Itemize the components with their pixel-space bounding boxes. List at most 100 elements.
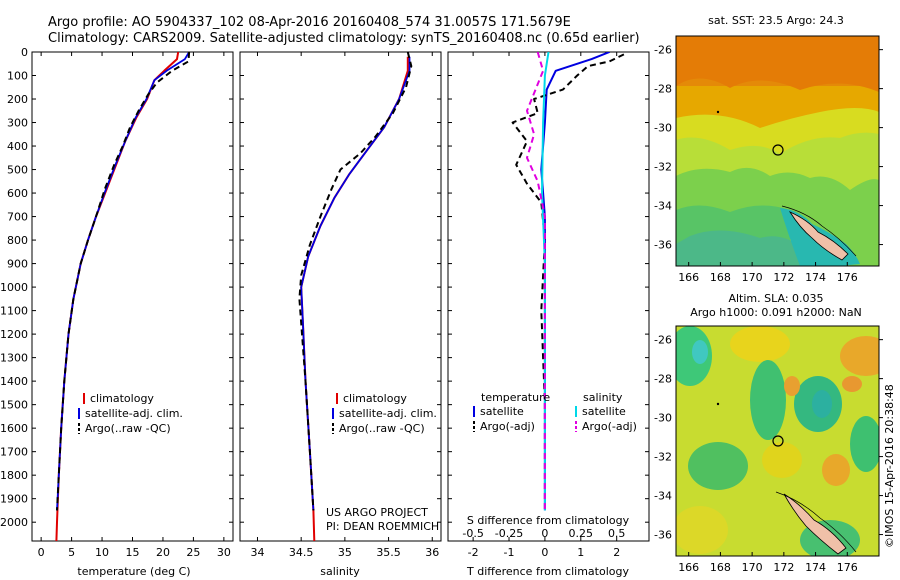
depth-tick-label: 800 bbox=[7, 234, 28, 247]
x-tick-label: -1 bbox=[504, 546, 515, 559]
depth-axis-labels: 0 100 200 300 400 500 600 700 800 900 1000 1100 1200… bbox=[0, 46, 28, 529]
legend-s-argo: Argo(-adj) bbox=[582, 420, 637, 433]
series-line bbox=[298, 52, 413, 511]
depth-tick-label: 0 bbox=[21, 46, 28, 59]
map-point bbox=[716, 110, 720, 114]
series-group bbox=[55, 52, 191, 541]
x-tick-label: 25 bbox=[186, 546, 200, 559]
map-y-tick-label: -28 bbox=[654, 83, 672, 96]
depth-tick-label: 100 bbox=[7, 70, 28, 83]
project-pi: PI: DEAN ROEMMICH bbox=[326, 520, 439, 533]
sla-map-image bbox=[676, 326, 879, 556]
series-line bbox=[540, 52, 610, 511]
map-x-tick-label: 176 bbox=[837, 561, 858, 574]
depth-tick-label: 500 bbox=[7, 164, 28, 177]
title-line-2: Climatology: CARS2009. Satellite-adjuste… bbox=[48, 31, 640, 46]
map-y-tick-label: -34 bbox=[654, 490, 672, 503]
map-x-tick-label: 166 bbox=[678, 561, 699, 574]
sst-map-axes: 166 168 170 172 174 176 -26 -28 -30 -32 -34 -36 bbox=[654, 44, 883, 284]
x-tick-label: 35.5 bbox=[376, 546, 401, 559]
x-tick-label: 0 bbox=[541, 546, 548, 559]
map-x-tick-label: 174 bbox=[805, 561, 826, 574]
legend-t-satellite: satellite bbox=[480, 405, 524, 418]
x-tick-label: 0 bbox=[38, 546, 45, 559]
top-tick-label: 0 bbox=[541, 527, 548, 540]
depth-tick-label: 1100 bbox=[0, 305, 28, 318]
top-tick-label: -0.5 bbox=[462, 527, 483, 540]
legend-title-temperature: temperature bbox=[481, 391, 550, 404]
series-line bbox=[56, 52, 191, 511]
x-tick-label: 30 bbox=[217, 546, 231, 559]
depth-tick-label: 700 bbox=[7, 211, 28, 224]
salinity-panel: 34 34.5 35 35.5 36 bbox=[240, 51, 441, 559]
depth-tick-label: 1600 bbox=[0, 422, 28, 435]
argo-location-marker bbox=[772, 144, 784, 156]
salinity-panel-frame bbox=[239, 51, 442, 542]
depth-tick-label: 900 bbox=[7, 258, 28, 271]
x-tick-label: 34.5 bbox=[289, 546, 314, 559]
sla-map-title: Altim. SLA: 0.035 bbox=[728, 292, 823, 305]
legend-climatology: climatology bbox=[90, 392, 154, 405]
series-line bbox=[511, 53, 625, 511]
temperature-panel: 0 5 10 15 20 25 30 bbox=[32, 51, 233, 559]
map-y-tick-label: -32 bbox=[654, 161, 672, 174]
legend-argo: Argo(..raw -QC) bbox=[85, 422, 171, 435]
map-point bbox=[716, 402, 720, 406]
legend-title-salinity: salinity bbox=[583, 391, 623, 404]
legend-satellite-adj: satellite-adj. clim. bbox=[339, 407, 437, 420]
map-x-tick-label: 166 bbox=[678, 271, 699, 284]
x-tick-label: 34 bbox=[250, 546, 264, 559]
depth-tick-label: 200 bbox=[7, 93, 28, 106]
x-tick-label: 36 bbox=[425, 546, 439, 559]
map-x-tick-label: 170 bbox=[742, 271, 763, 284]
temperature-axis-label: temperature (deg C) bbox=[77, 565, 190, 578]
depth-tick-label: 1700 bbox=[0, 446, 28, 459]
map-y-tick-label: -30 bbox=[654, 122, 672, 135]
x-tick-label: -2 bbox=[468, 546, 479, 559]
x-tick-label: 2 bbox=[613, 546, 620, 559]
map-y-tick-label: -26 bbox=[654, 334, 672, 347]
depth-tick-label: 1900 bbox=[0, 493, 28, 506]
map-x-tick-label: 174 bbox=[805, 271, 826, 284]
depth-tick-label: 2000 bbox=[0, 516, 28, 529]
legend-climatology: climatology bbox=[343, 392, 407, 405]
map-y-tick-label: -30 bbox=[654, 412, 672, 425]
map-y-tick-label: -28 bbox=[654, 373, 672, 386]
map-x-tick-label: 172 bbox=[773, 561, 794, 574]
map-x-tick-label: 168 bbox=[710, 271, 731, 284]
sla-map-axes: 166 168 170 172 174 176 -26 -28 -30 -32 -34 -36 bbox=[654, 334, 883, 574]
depth-tick-label: 600 bbox=[7, 187, 28, 200]
imos-credit: ©IMOS 15-Apr-2016 20:38:48 bbox=[883, 384, 896, 548]
x-tick-label: 10 bbox=[95, 546, 109, 559]
depth-tick-label: 1300 bbox=[0, 352, 28, 365]
map-y-tick-label: -32 bbox=[654, 451, 672, 464]
salinity-axis-label: salinity bbox=[320, 565, 360, 578]
top-tick-label: 0.5 bbox=[608, 527, 626, 540]
difference-panel: -2 -1 0 1 2 -0.5 -0.25 0 0.25 0.5 bbox=[448, 51, 649, 559]
map-y-tick-label: -34 bbox=[654, 200, 672, 213]
map-y-tick-label: -26 bbox=[654, 44, 672, 57]
s-difference-axis-label: S difference from climatology bbox=[467, 514, 630, 527]
sst-map-frame bbox=[675, 35, 880, 267]
project-name: US ARGO PROJECT bbox=[326, 506, 428, 519]
argo-location-marker bbox=[772, 435, 784, 447]
series-group bbox=[298, 52, 413, 541]
depth-tick-label: 400 bbox=[7, 140, 28, 153]
depth-tick-label: 1800 bbox=[0, 469, 28, 482]
series-line bbox=[300, 56, 411, 511]
x-tick-label: 1 bbox=[577, 546, 584, 559]
map-x-tick-label: 176 bbox=[837, 271, 858, 284]
salinity-legend: climatology satellite-adj. clim. Argo(..… bbox=[332, 392, 437, 435]
map-x-tick-label: 168 bbox=[710, 561, 731, 574]
series-group bbox=[511, 52, 625, 511]
legend-satellite-adj: satellite-adj. clim. bbox=[85, 407, 183, 420]
map-y-tick-label: -36 bbox=[654, 529, 672, 542]
x-tick-label: 35 bbox=[338, 546, 352, 559]
map-x-tick-label: 170 bbox=[742, 561, 763, 574]
depth-tick-label: 1000 bbox=[0, 281, 28, 294]
x-tick-label: 20 bbox=[156, 546, 170, 559]
temperature-legend: climatology satellite-adj. clim. Argo(..… bbox=[78, 392, 183, 435]
top-tick-label: 0.25 bbox=[569, 527, 594, 540]
legend-argo: Argo(..raw -QC) bbox=[339, 422, 425, 435]
